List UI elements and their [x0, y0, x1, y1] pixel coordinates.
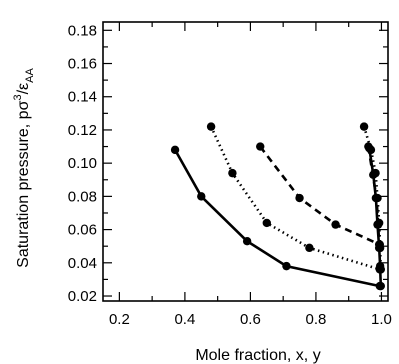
plot-area-border [102, 21, 389, 302]
y-tick-label: 0.06 [68, 222, 97, 239]
data-point [197, 192, 206, 201]
series-line [367, 146, 381, 245]
data-point [282, 261, 291, 271]
y-axis-label: Saturation pressure, pσ3/εAA [12, 68, 36, 268]
axis-ticks: 0.2 0.4 0.6 0.8 1.0 0.02 0.04 0.06 0.08 0.10 0.12 0… [68, 22, 392, 328]
y-tick-label: 0.08 [68, 188, 97, 205]
y-tick-label: 0.04 [68, 255, 97, 272]
y-axis-label-sigma: σ [15, 100, 32, 110]
y-tick-label: 0.12 [68, 122, 97, 139]
y-tick-label: 0.16 [68, 56, 97, 73]
data-point [206, 122, 216, 131]
y-tick-label: 0.10 [68, 155, 97, 172]
data-point [376, 281, 385, 291]
data-point [170, 145, 180, 155]
data-point [331, 220, 340, 229]
data-point [372, 193, 381, 203]
y-axis-label-sub: AA [24, 68, 36, 83]
series-dashed-5 [364, 142, 384, 249]
series-dashed-2 [256, 142, 385, 249]
data-point [374, 240, 384, 249]
x-tick-label: 0.2 [109, 311, 130, 328]
plot-frame [102, 21, 389, 302]
x-tick-label: 0.4 [174, 311, 195, 328]
data-point [242, 237, 252, 246]
data-point [359, 122, 369, 131]
data-point [364, 142, 373, 151]
x-tick-label: 0.8 [306, 311, 327, 328]
y-tick-label: 0.02 [68, 288, 97, 305]
series-line [259, 145, 381, 246]
series-group [170, 122, 385, 291]
y-axis-label-mid: /ε [15, 83, 32, 95]
y-axis-label-sup: 3 [12, 94, 24, 100]
x-tick-label: 0.6 [240, 311, 261, 328]
x-axis-label: Mole fraction, x, y [195, 347, 320, 364]
y-tick-label: 0.14 [68, 89, 97, 106]
data-point [305, 243, 314, 253]
y-axis-label-prefix: Saturation pressure, p [15, 110, 32, 268]
series-line [209, 126, 381, 271]
data-point [295, 193, 304, 203]
y-tick-label: 0.18 [68, 22, 97, 39]
data-point [262, 218, 271, 228]
data-point [256, 142, 265, 151]
x-tick-label: 1.0 [371, 311, 392, 328]
data-point [373, 220, 383, 229]
data-point [228, 168, 237, 178]
data-point [376, 265, 385, 274]
